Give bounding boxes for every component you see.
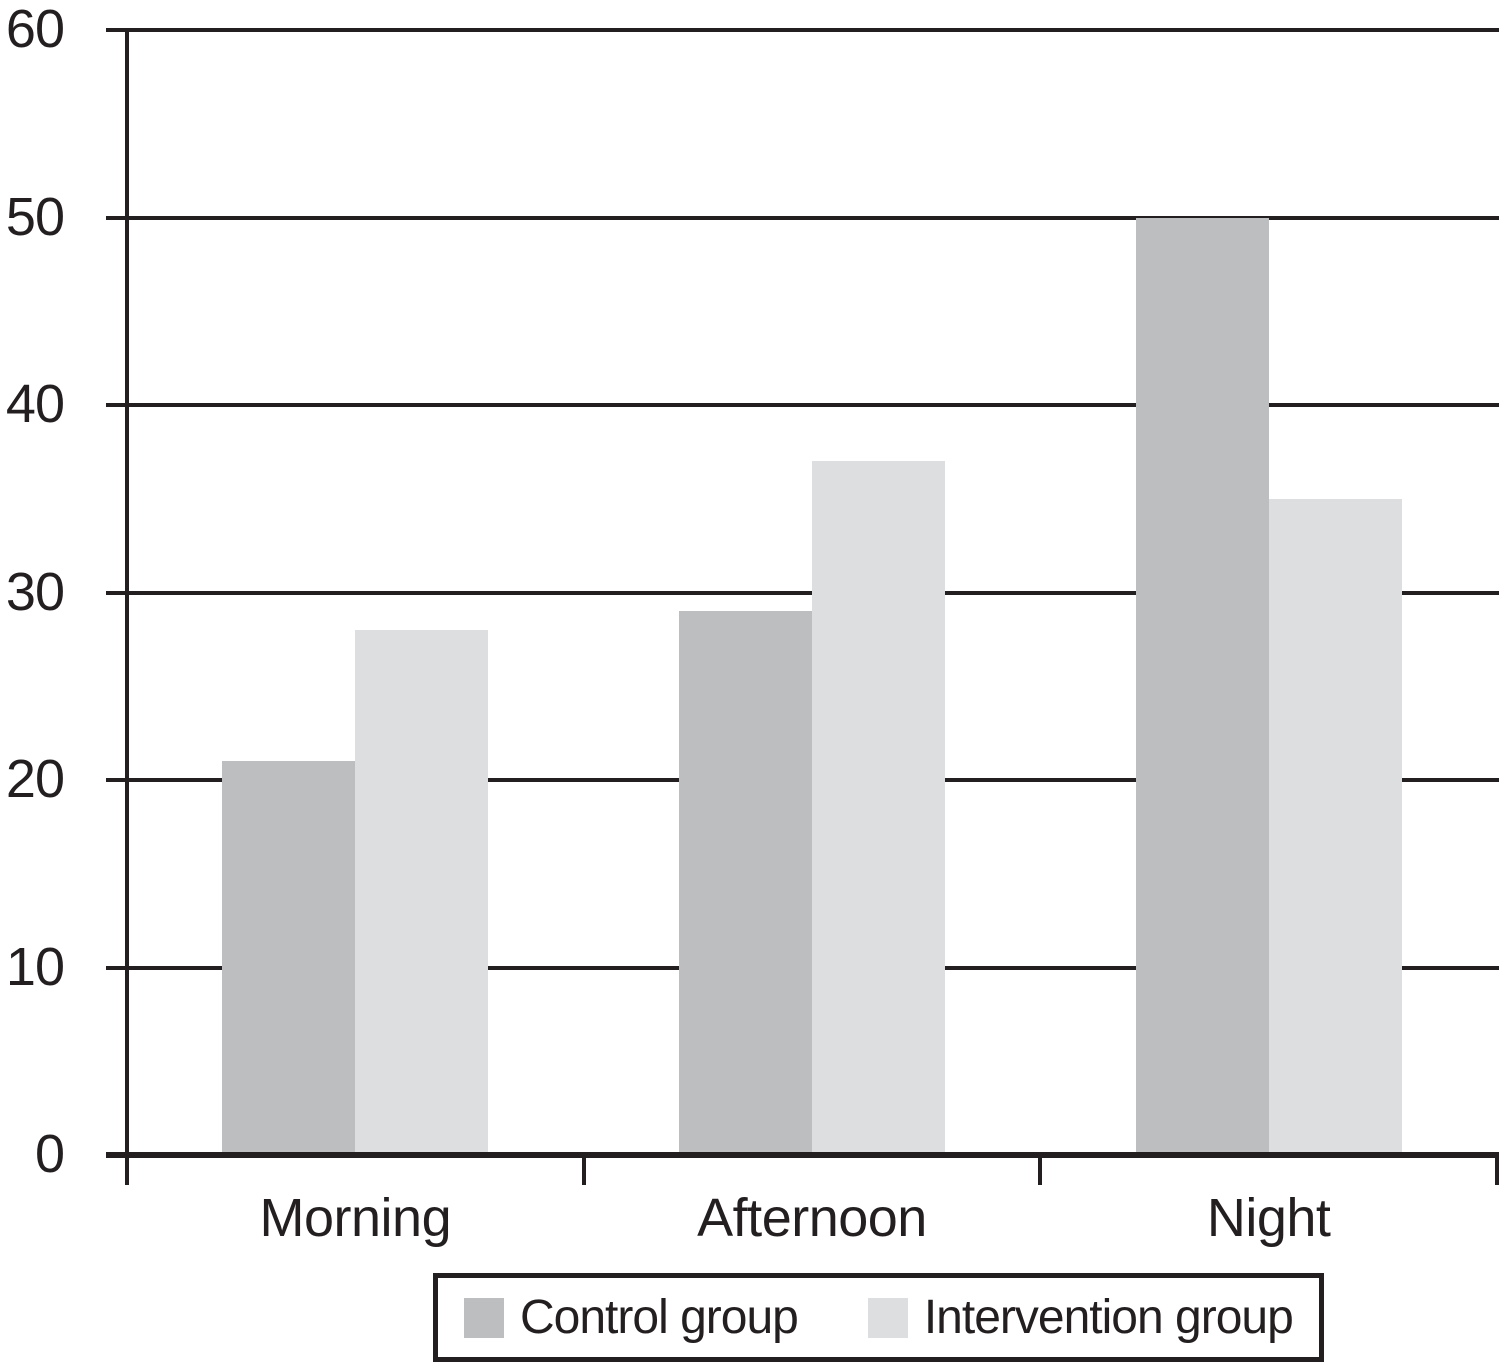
legend: Control group Intervention group xyxy=(433,1273,1324,1362)
y-tick-label-40: 40 xyxy=(5,373,65,434)
bar-control-afternoon xyxy=(679,611,812,1155)
bar-control-morning xyxy=(222,761,356,1155)
x-category-label-afternoon: Afternoon xyxy=(697,1188,927,1248)
legend-label-control: Control group xyxy=(520,1290,799,1344)
y-tick-label-20: 20 xyxy=(5,748,65,809)
bar-intervention-night xyxy=(1268,498,1402,1155)
legend-label-intervention: Intervention group xyxy=(923,1290,1294,1344)
gridline-y-0 xyxy=(106,1152,1499,1158)
x-category-label-night: Night xyxy=(1206,1188,1331,1248)
legend-swatch-control xyxy=(464,1297,504,1338)
y-tick-label-10: 10 xyxy=(5,936,65,997)
bar-intervention-morning xyxy=(355,630,489,1155)
legend-item-control: Control group xyxy=(464,1290,799,1344)
gridline-y-60 xyxy=(106,28,1499,32)
y-axis-line xyxy=(125,28,129,1185)
gridline-y-30 xyxy=(106,590,1499,595)
bar-intervention-afternoon xyxy=(812,461,945,1155)
legend-item-intervention: Intervention group xyxy=(867,1290,1294,1344)
x-category-label-morning: Morning xyxy=(259,1188,452,1248)
x-axis-tick-2 xyxy=(1038,1155,1043,1185)
y-tick-label-30: 30 xyxy=(5,561,65,622)
gridline-y-40 xyxy=(106,403,1499,407)
y-tick-label-50: 50 xyxy=(5,186,65,247)
gridline-y-50 xyxy=(106,215,1499,220)
y-tick-label-60: 60 xyxy=(5,0,65,59)
y-tick-label-0: 0 xyxy=(34,1123,65,1184)
x-axis-tick-3 xyxy=(1495,1155,1499,1185)
x-axis-tick-1 xyxy=(581,1155,586,1185)
bar-control-night xyxy=(1135,217,1269,1155)
legend-swatch-intervention xyxy=(867,1297,908,1338)
